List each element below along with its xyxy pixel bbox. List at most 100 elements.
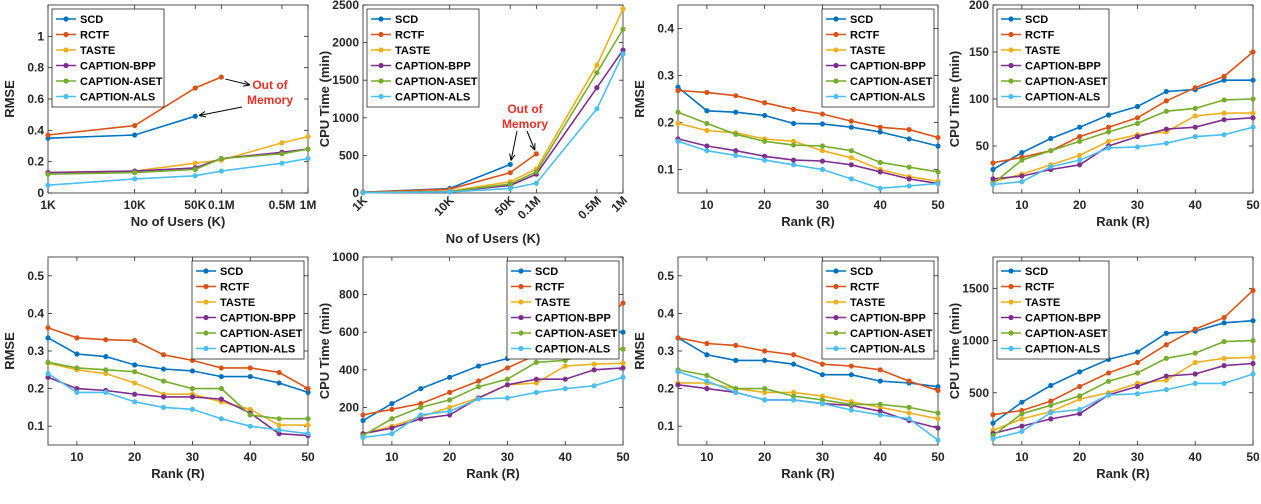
data-point [733,131,739,137]
legend-marker [63,31,69,38]
data-point [504,382,511,388]
data-point [1250,318,1256,324]
data-point [594,62,600,68]
data-point [1105,378,1112,384]
data-point [1077,411,1083,417]
x-axis-label: Rank (R) [466,466,519,481]
chart-svg: 0.1 0.2 0.3 0.4 10 20 30 40 50 Rank (R) RMSE SCD RCT… [632,4,945,229]
data-point [906,416,912,422]
annotation-text: Out of [507,102,543,116]
data-point [594,70,600,76]
legend-label: CAPTION-BPP [850,313,926,325]
data-point [305,416,311,422]
data-point [360,434,366,441]
x-axis-label: Rank (R) [151,466,204,481]
legend-label: SCD [850,266,873,278]
data-point [762,157,768,163]
chart-svg: 200 400 600 800 1000 10 20 30 40 50 Rank (R) CPU Ti… [317,250,630,481]
data-point [675,138,681,144]
legend-box [506,260,620,360]
data-point [906,164,912,170]
data-point [848,124,854,130]
y-axis-label: RMSE [2,332,17,370]
data-point [790,397,797,403]
data-point [675,109,681,115]
legend-marker [1008,93,1014,100]
data-point [877,408,883,414]
data-point [819,148,826,154]
annotation-text: Out of [252,78,288,92]
x-tick-label: 0.5M [269,198,296,212]
data-point [1077,138,1083,144]
data-point [704,127,710,134]
data-point [935,169,941,175]
data-point [1163,355,1169,361]
legend-marker [203,314,209,321]
data-point [1192,326,1198,332]
legend-marker [833,283,839,290]
data-point [1019,179,1025,185]
data-point [1163,108,1169,114]
data-point [1192,359,1198,366]
data-point [675,382,681,388]
series-line [677,89,939,139]
data-point [218,373,224,380]
series-line [992,117,1254,180]
data-point [1019,428,1025,435]
legend-marker [833,268,839,274]
data-point [848,363,854,369]
annotation-arrowhead [198,111,207,118]
data-point [620,329,626,335]
y-tick-label: 400 [339,363,359,377]
panel-rank-rmse-c: 0.1 0.2 0.3 0.4 0.5 10 20 30 40 50 Rank (R) RMSE SCD… [630,252,945,504]
annotation-arrow [510,130,518,161]
legend-box [821,8,935,108]
data-point [1048,148,1054,154]
y-tick-label: 1500 [332,73,359,87]
chart-svg: 500 1000 1500 10 20 30 40 50 Rank (R) CPU Time (m… [947,256,1260,481]
data-point [1105,145,1112,151]
data-point [1221,355,1227,361]
data-point [1019,423,1025,429]
data-point [1077,369,1083,375]
data-point [1077,162,1083,168]
x-tick-label: 50 [931,198,945,212]
data-point [533,359,539,365]
series-line [47,76,222,136]
x-tick-label: 50 [931,450,945,464]
data-point [790,138,797,144]
data-point [1019,411,1025,417]
y-tick-label: 500 [969,386,989,400]
y-tick-label: 0.1 [657,163,674,177]
panel-rank-rmse-a: 0.1 0.2 0.3 0.4 10 20 30 40 50 Rank (R) RMSE SCD RCT… [630,0,945,252]
data-point [447,404,453,410]
data-point [504,365,511,371]
legend-label: RCTF [535,282,565,294]
data-point [218,396,224,402]
y-tick-label: 0.5 [27,269,44,283]
data-point [218,416,224,422]
data-point [819,158,826,164]
legend-marker [1008,268,1014,274]
legend-label: CAPTION-BPP [1025,313,1101,325]
y-tick-label: 0.3 [657,344,674,358]
data-point [1221,117,1227,123]
data-point [594,85,600,91]
series-line [362,376,624,439]
data-point [1250,115,1256,121]
data-point [1250,124,1256,130]
data-point [704,372,710,379]
data-point [45,171,51,177]
data-point [990,160,996,166]
data-point [935,437,941,443]
data-point [160,366,167,372]
data-point [533,169,539,175]
legend-marker [518,268,524,274]
x-axis-label: Rank (R) [1096,214,1149,229]
data-point [877,401,883,407]
data-point [877,159,883,166]
x-tick-label: 1M [300,198,317,212]
series-line [677,369,939,414]
data-point [74,335,80,341]
series-line [992,112,1253,183]
